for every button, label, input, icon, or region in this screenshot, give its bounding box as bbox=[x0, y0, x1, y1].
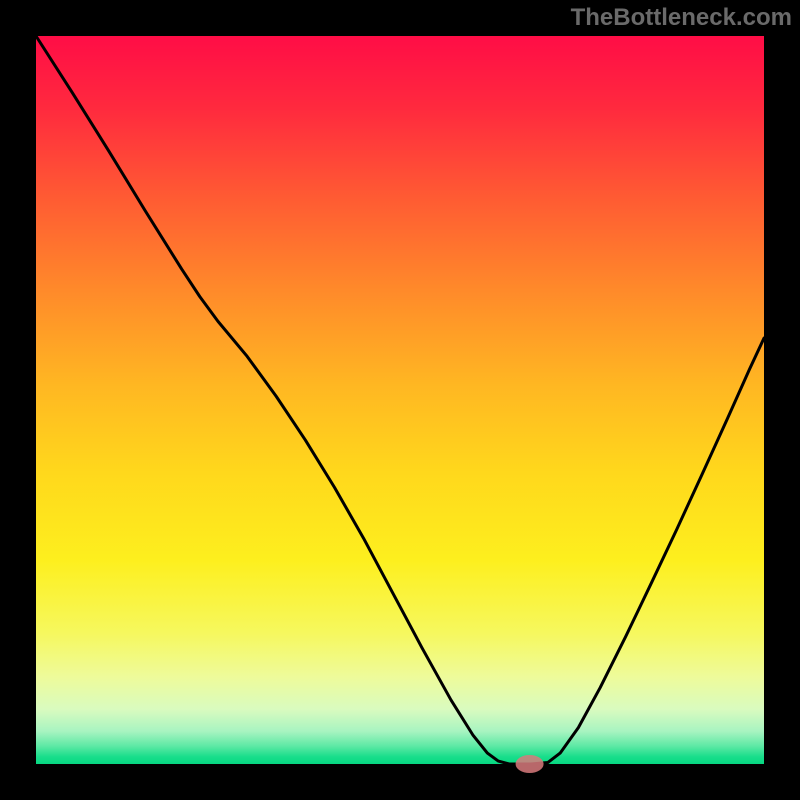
optimal-marker bbox=[516, 755, 544, 773]
plot-gradient-background bbox=[36, 36, 764, 764]
bottleneck-chart bbox=[0, 0, 800, 800]
chart-container: TheBottleneck.com bbox=[0, 0, 800, 800]
watermark-text: TheBottleneck.com bbox=[571, 4, 792, 32]
